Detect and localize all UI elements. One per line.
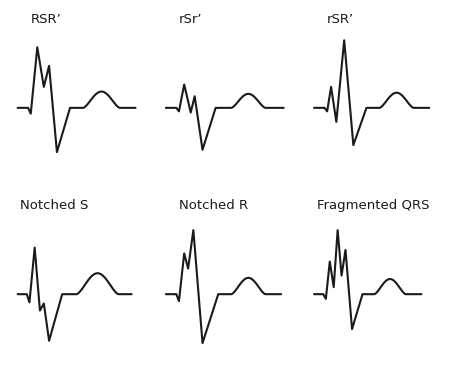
Text: rSR’: rSR’ [327, 13, 354, 26]
Text: RSR’: RSR’ [31, 13, 62, 26]
Text: rSr’: rSr’ [179, 13, 202, 26]
Text: Notched S: Notched S [20, 199, 89, 212]
Text: Fragmented QRS: Fragmented QRS [317, 199, 429, 212]
Text: Notched R: Notched R [179, 199, 248, 212]
